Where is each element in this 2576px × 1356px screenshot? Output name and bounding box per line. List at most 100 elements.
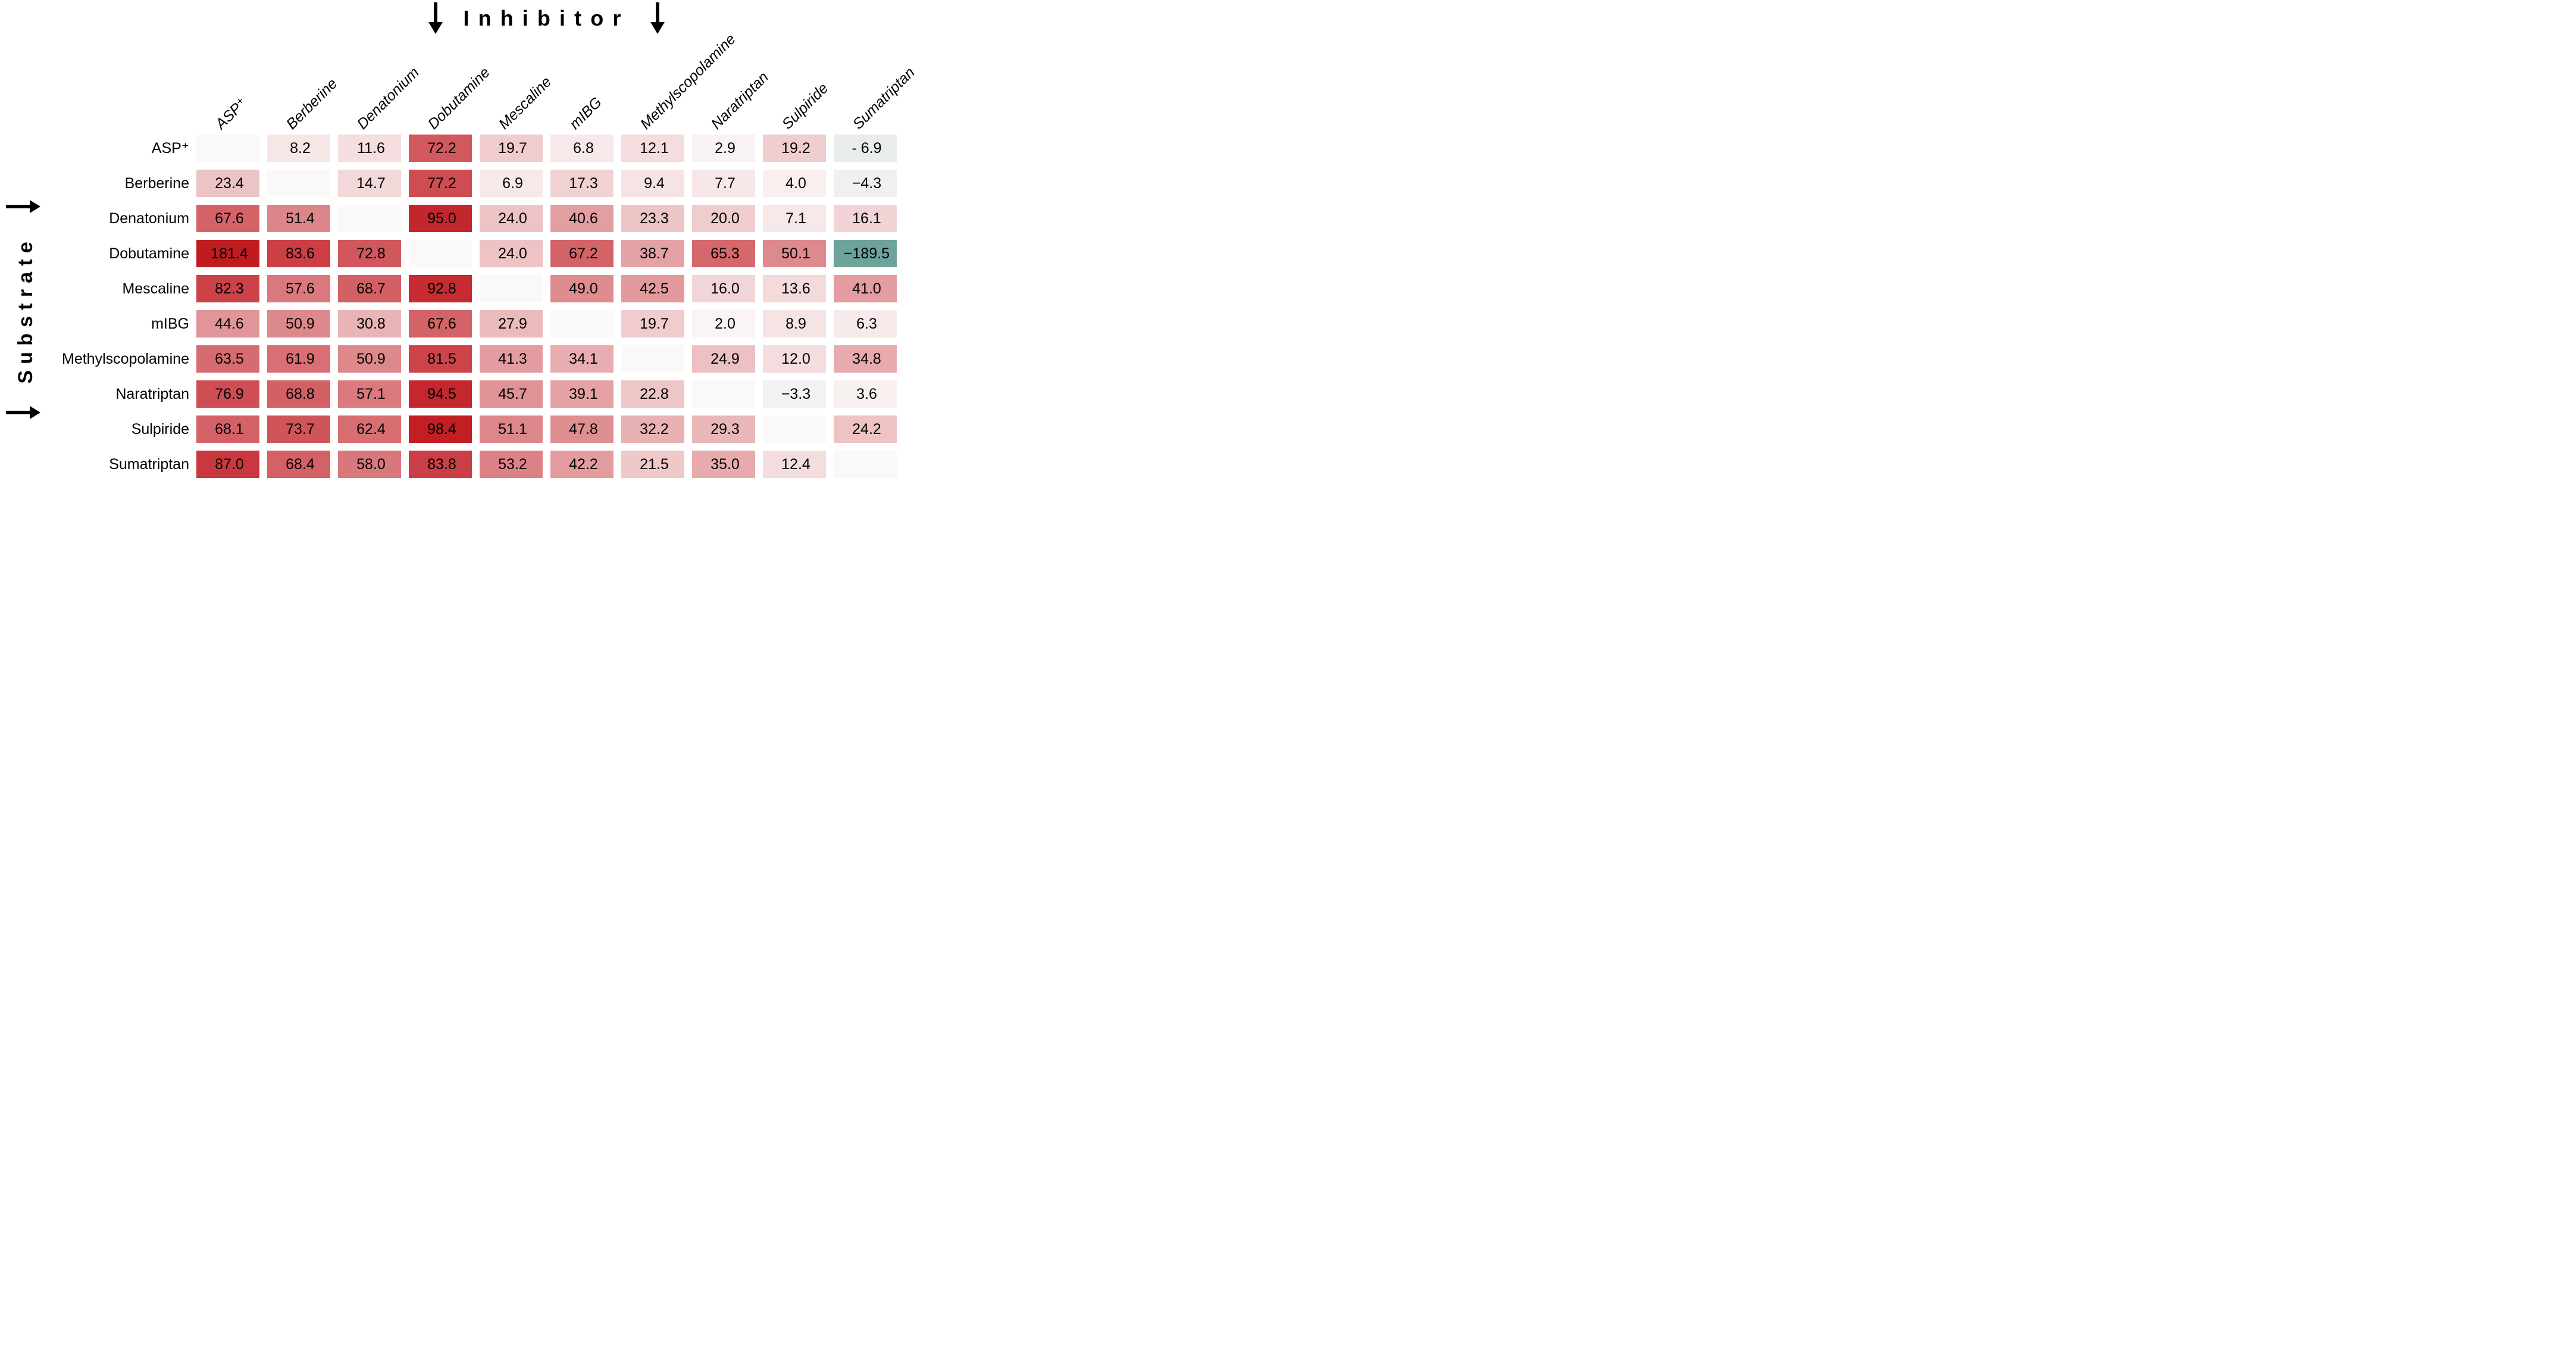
heatmap-cell: - 6.9 [834,135,897,162]
heatmap-cell [338,205,401,232]
heatmap-cell: 83.8 [409,451,472,478]
heatmap-cell: 14.7 [338,170,401,197]
heatmap-cell: −189.5 [834,240,897,267]
heatmap-cell: 4.0 [763,170,826,197]
heatmap-cell: 58.0 [338,451,401,478]
right-arrow-stem [6,205,30,208]
heatmap-cell: 34.1 [550,345,614,373]
heatmap-cell: 6.3 [834,310,897,338]
heatmap-cell: 41.0 [834,275,897,302]
heatmap-cell: 19.7 [480,135,543,162]
heatmap-cell: 13.6 [763,275,826,302]
heatmap-cell: 40.6 [550,205,614,232]
down-arrow-head [428,22,443,34]
heatmap-cell: 19.2 [763,135,826,162]
heatmap-cell: 21.5 [621,451,684,478]
heatmap-cell: 42.2 [550,451,614,478]
heatmap-cell: 65.3 [692,240,755,267]
heatmap-cell: 62.4 [338,415,401,443]
down-arrow-head [650,22,665,34]
column-label: Naratriptan [708,68,772,133]
heatmap-cell: 51.4 [267,205,330,232]
heatmap-cell [267,170,330,197]
column-label: Mescaline [495,73,555,133]
row-label: Denatonium [109,210,189,227]
heatmap-cell: 57.6 [267,275,330,302]
heatmap-cell: 68.1 [196,415,259,443]
left-axis-title: Substrate [6,200,45,419]
heatmap-cell: 42.5 [621,275,684,302]
heatmap-cell: 68.8 [267,380,330,408]
heatmap-cell: 24.9 [692,345,755,373]
heatmap-cell: 29.3 [692,415,755,443]
row-label: Mescaline [122,280,189,297]
heatmap-cell: 67.2 [550,240,614,267]
heatmap-cell: 27.9 [480,310,543,338]
heatmap-cell: 50.9 [267,310,330,338]
column-label: Berberine [283,75,341,133]
heatmap-cell: 7.7 [692,170,755,197]
row-label: Naratriptan [115,386,189,402]
heatmap-cell: 12.0 [763,345,826,373]
heatmap-cell [621,345,684,373]
right-arrow-head [30,406,40,419]
heatmap-cell: 68.7 [338,275,401,302]
heatmap-cell: 17.3 [550,170,614,197]
heatmap-cell: 72.2 [409,135,472,162]
right-arrow-icon [6,200,40,213]
heatmap-cell: 49.0 [550,275,614,302]
heatmap-cell: 57.1 [338,380,401,408]
right-arrow-head [30,200,40,213]
heatmap-cell: 35.0 [692,451,755,478]
heatmap-cell: 32.2 [621,415,684,443]
heatmap-figure: Inhibitor Substrate ASP⁺ Berberine Denaton… [0,0,920,485]
heatmap-cell: 98.4 [409,415,472,443]
heatmap-cell: 77.2 [409,170,472,197]
row-label: Sumatriptan [109,456,189,473]
heatmap-cell: 11.6 [338,135,401,162]
heatmap-cell: 67.6 [409,310,472,338]
heatmap-cell: 68.4 [267,451,330,478]
heatmap-cell: 39.1 [550,380,614,408]
heatmap-cell: 23.4 [196,170,259,197]
heatmap-cell [409,240,472,267]
heatmap-cell: 16.1 [834,205,897,232]
heatmap-cell: 45.7 [480,380,543,408]
row-label: Sulpiride [131,421,189,438]
heatmap-cell: −3.3 [763,380,826,408]
heatmap-cell: 3.6 [834,380,897,408]
heatmap-cell [692,380,755,408]
heatmap-cell: 2.0 [692,310,755,338]
heatmap-cell: 41.3 [480,345,543,373]
heatmap-cell [196,135,259,162]
row-label: Berberine [124,175,189,192]
column-label: mIBG [566,93,605,133]
column-label: ASP⁺ [212,94,251,133]
heatmap-cell [550,310,614,338]
down-arrow-icon [428,2,443,35]
heatmap-cell: 12.4 [763,451,826,478]
heatmap-cell: 7.1 [763,205,826,232]
heatmap-cell: 63.5 [196,345,259,373]
heatmap-cell: 95.0 [409,205,472,232]
heatmap-cell: 73.7 [267,415,330,443]
heatmap-cell: 12.1 [621,135,684,162]
heatmap-cell: 24.0 [480,240,543,267]
heatmap-cell: 61.9 [267,345,330,373]
heatmap-cell: 47.8 [550,415,614,443]
heatmap-cell: 53.2 [480,451,543,478]
heatmap-cell: 16.0 [692,275,755,302]
row-label: Methylscopolamine [62,351,189,367]
heatmap-cell: 94.5 [409,380,472,408]
heatmap-cell: 23.3 [621,205,684,232]
heatmap-cell [834,451,897,478]
down-arrow-stem [434,2,438,22]
heatmap-cell: 81.5 [409,345,472,373]
column-labels: ASP⁺ Berberine Denatonium Dobutamine Mescali… [196,0,918,133]
down-arrow-stem [655,2,659,22]
heatmap-cell: 9.4 [621,170,684,197]
heatmap-cell: 2.9 [692,135,755,162]
row-label: Dobutamine [109,245,189,262]
down-arrow-icon [650,2,665,35]
right-arrow-stem [6,411,30,414]
